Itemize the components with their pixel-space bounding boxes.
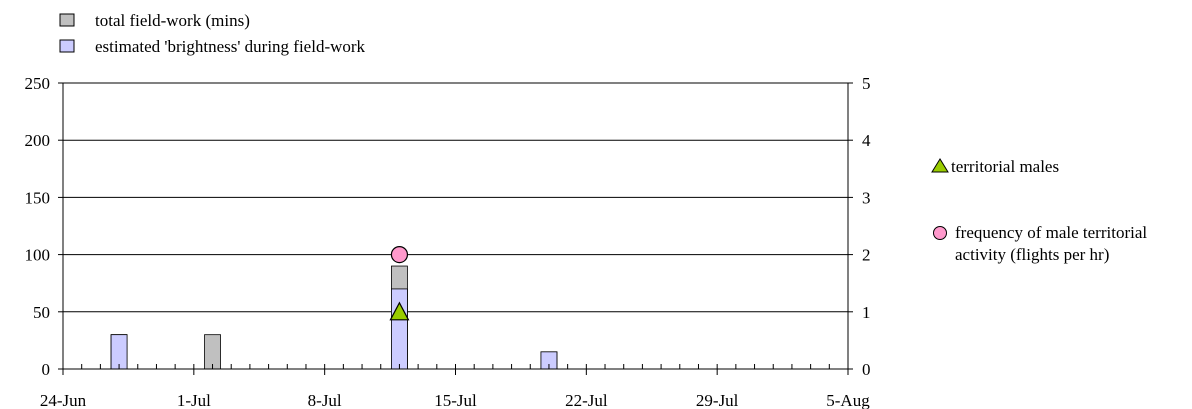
bar-brightness [110, 334, 128, 370]
gridlines [63, 82, 848, 313]
axis-ticks [58, 82, 853, 375]
y-right-tick-label: 3 [862, 188, 871, 207]
x-tick-label: 5-Aug [826, 391, 870, 409]
axis-labels: 0 50 100 150 200 250 0 1 2 3 4 5 24-Jun 1-Jul 8-Jul 15-… [25, 74, 872, 409]
bars [110, 265, 558, 370]
x-tick-label: 8-Jul [308, 391, 342, 409]
x-tick-label: 24-Jun [40, 391, 87, 409]
x-tick-label: 1-Jul [177, 391, 211, 409]
legend-swatch-brightness [59, 39, 75, 53]
bar-total-field-work [204, 334, 221, 370]
legend-top: total field-work (mins) estimated 'brigh… [59, 11, 366, 56]
y-right-tick-label: 4 [862, 131, 871, 150]
y-right-tick-label: 0 [862, 360, 871, 379]
y-left-tick-label: 0 [42, 360, 51, 379]
legend-circle-icon [933, 226, 947, 240]
y-left-tick-label: 50 [33, 303, 50, 322]
y-right-tick-label: 5 [862, 74, 871, 93]
legend-label-territorial-males: territorial males [951, 157, 1059, 176]
x-tick-label: 15-Jul [434, 391, 477, 409]
legend-triangle-icon [931, 158, 949, 173]
legend-swatch-total-field-work [59, 13, 75, 27]
x-tick-label: 22-Jul [565, 391, 608, 409]
legend-label-brightness: estimated 'brightness' during field-work [95, 37, 366, 56]
y-left-tick-label: 150 [25, 188, 51, 207]
legend-right: territorial males frequency of male terr… [931, 157, 1147, 264]
y-left-tick-label: 100 [25, 246, 51, 265]
legend-label-total-field-work: total field-work (mins) [95, 11, 250, 30]
x-tick-label: 29-Jul [696, 391, 739, 409]
marker-frequency-territorial-activity [390, 246, 409, 264]
bar-brightness [391, 288, 408, 370]
legend-label-frequency-line-1: frequency of male territorial [955, 223, 1147, 242]
y-right-tick-label: 1 [862, 303, 871, 322]
y-left-tick-label: 200 [25, 131, 51, 150]
y-left-tick-label: 250 [25, 74, 51, 93]
markers [389, 246, 410, 321]
legend-label-frequency-line-2: activity (flights per hr) [955, 245, 1109, 264]
marker-territorial-males [389, 301, 410, 321]
y-right-tick-label: 2 [862, 246, 871, 265]
plot-area: 0 50 100 150 200 250 0 1 2 3 4 5 24-Jun 1-Jul 8-Jul 15-… [25, 74, 872, 409]
